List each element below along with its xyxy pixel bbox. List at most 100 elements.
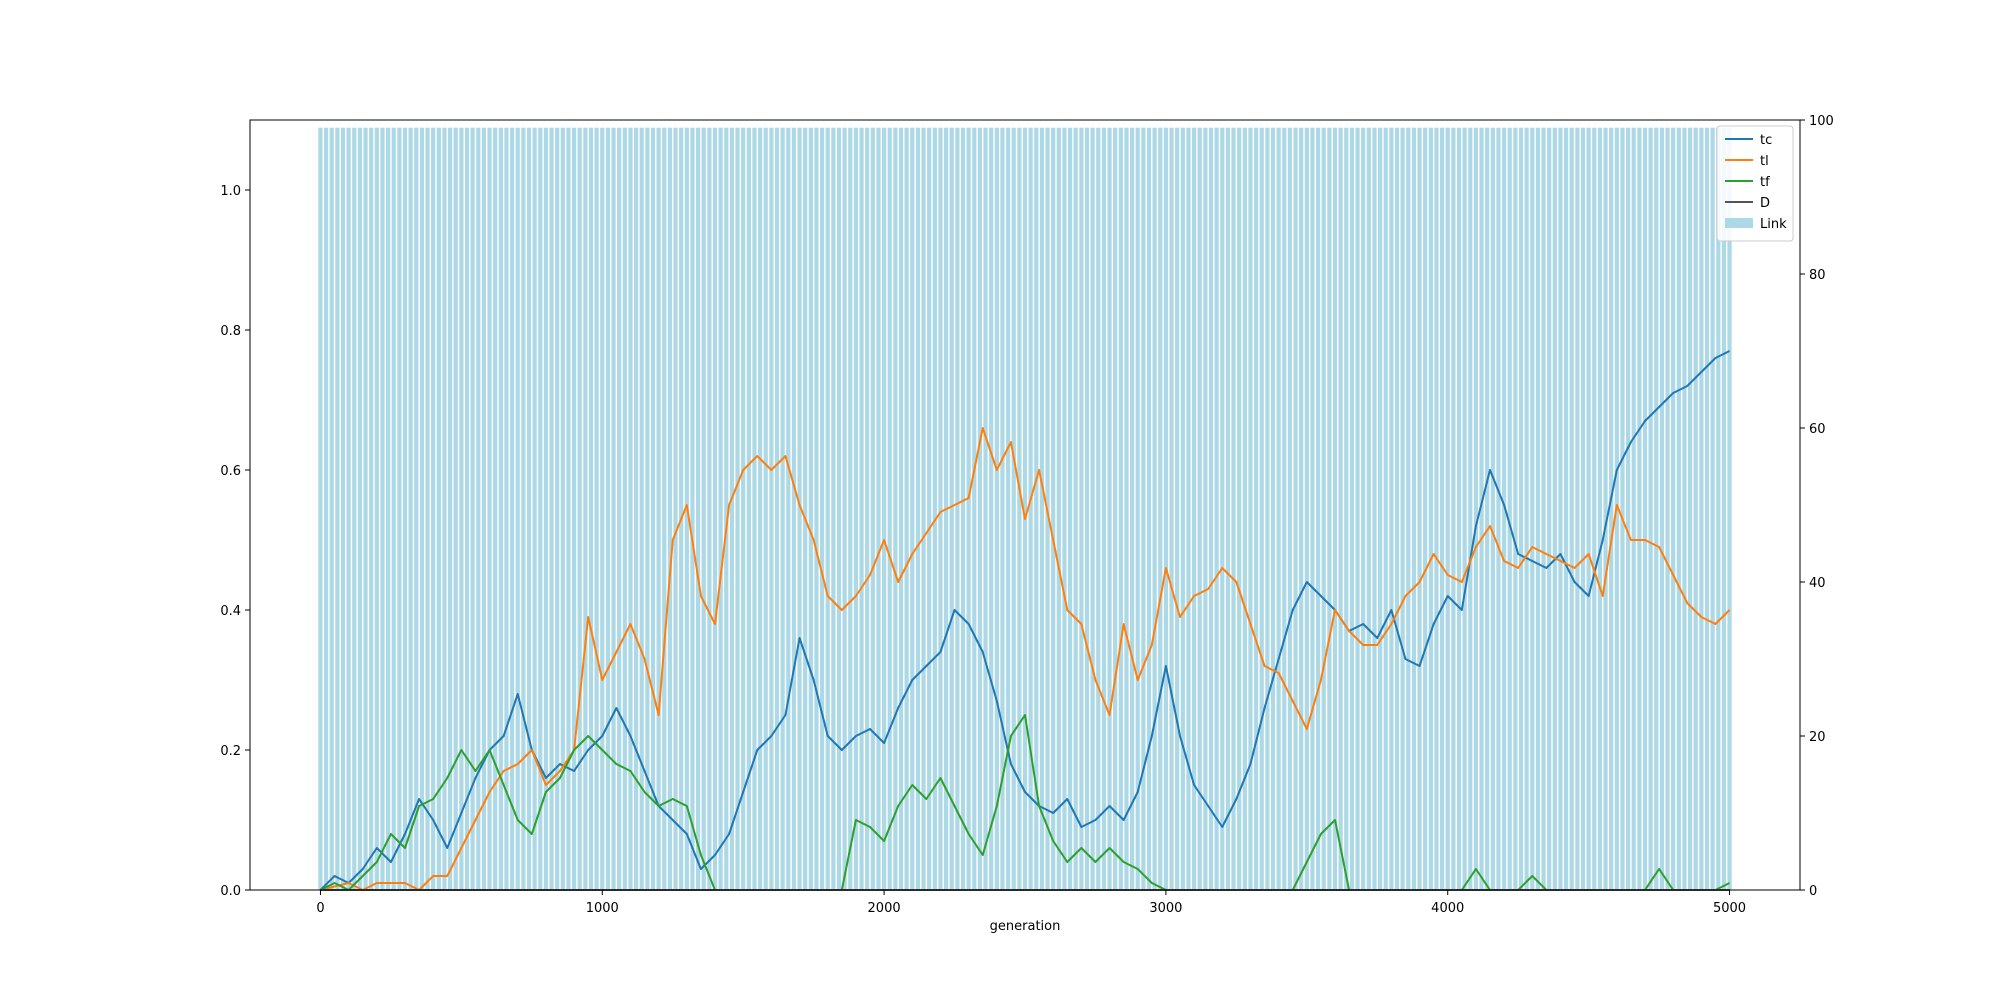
link-bar xyxy=(1118,127,1123,890)
link-bar xyxy=(509,127,515,890)
link-bar xyxy=(1377,127,1383,890)
link-bar xyxy=(712,127,718,890)
link-bar xyxy=(1592,127,1597,890)
link-bar xyxy=(1445,127,1450,890)
link-bar xyxy=(814,127,819,890)
link-bar xyxy=(1468,127,1473,890)
link-bar xyxy=(989,127,994,890)
link-bar xyxy=(577,127,582,890)
link-bar xyxy=(1073,127,1078,890)
y-axis-right: 0 20 40 60 80 100 xyxy=(1800,114,1834,899)
link-bar xyxy=(323,127,329,890)
link-bar xyxy=(340,127,346,890)
legend-label-D: D xyxy=(1760,196,1770,211)
link-bar xyxy=(881,127,887,890)
link-bar xyxy=(774,127,780,890)
link-bar xyxy=(498,127,503,890)
link-bars xyxy=(318,127,1732,890)
link-bar xyxy=(1321,127,1326,890)
link-bar xyxy=(876,127,881,890)
link-bar xyxy=(1552,127,1557,890)
link-bar xyxy=(1141,127,1146,890)
link-bar xyxy=(1603,127,1608,890)
link-bar xyxy=(662,127,667,890)
link-bar xyxy=(786,127,791,890)
link-bar xyxy=(966,127,971,890)
link-bar xyxy=(1327,127,1332,890)
link-bar xyxy=(921,127,926,890)
link-bar xyxy=(493,127,498,890)
plot-frame xyxy=(249,119,1801,891)
link-bar xyxy=(831,127,836,890)
link-bar xyxy=(1659,127,1665,890)
link-bar xyxy=(1648,127,1653,890)
link-bar xyxy=(757,127,763,890)
link-bar xyxy=(955,127,960,890)
link-bar xyxy=(1361,127,1366,890)
link-bar xyxy=(1051,127,1056,890)
series-line-tf xyxy=(320,714,1730,891)
link-bar xyxy=(1214,127,1219,890)
y-right-tick-label: 100 xyxy=(1809,114,1834,129)
link-bar xyxy=(1501,127,1507,890)
y-right-tick-label: 20 xyxy=(1809,730,1826,745)
link-bar xyxy=(425,127,430,890)
link-bar xyxy=(853,127,859,890)
link-bar xyxy=(808,127,813,890)
link-bar xyxy=(1129,127,1135,890)
link-bar xyxy=(893,127,898,890)
link-bar xyxy=(1107,127,1112,890)
link-bar xyxy=(1163,127,1169,890)
link-bar xyxy=(1090,127,1095,890)
link-bar xyxy=(600,127,605,890)
link-bar xyxy=(436,127,441,890)
y-left-tick-label: 0.4 xyxy=(220,604,241,619)
link-bar xyxy=(1191,127,1197,890)
link-bar xyxy=(487,127,492,890)
link-bar xyxy=(1096,127,1101,890)
link-bar xyxy=(1366,127,1371,890)
link-bar xyxy=(555,127,560,890)
link-bar xyxy=(374,127,379,890)
link-bar xyxy=(870,127,875,890)
link-bar xyxy=(1344,127,1349,890)
link-bar xyxy=(707,127,712,890)
link-bar xyxy=(718,127,723,890)
link-bar xyxy=(532,127,537,890)
link-bar xyxy=(1535,127,1541,890)
link-bar xyxy=(752,127,757,890)
link-bar xyxy=(1242,127,1247,890)
link-bar xyxy=(1135,127,1140,890)
link-bar xyxy=(673,127,678,890)
link-bar xyxy=(1158,127,1163,890)
link-bar xyxy=(1231,127,1236,890)
link-bar xyxy=(1304,127,1309,890)
link-bar xyxy=(932,127,937,890)
link-bar xyxy=(414,127,419,890)
link-bar xyxy=(1727,127,1732,890)
y-right-tick-label: 60 xyxy=(1809,422,1826,437)
link-bar xyxy=(385,127,391,890)
link-bar xyxy=(791,127,797,890)
legend-box xyxy=(1716,125,1794,242)
link-bar xyxy=(960,127,966,890)
link-bar xyxy=(679,127,684,890)
link-bar xyxy=(1169,127,1174,890)
link-bar xyxy=(780,127,785,890)
link-bar xyxy=(1282,127,1287,890)
link-bar xyxy=(1490,127,1495,890)
link-bar xyxy=(369,127,374,890)
link-bar xyxy=(397,127,402,890)
link-bar xyxy=(481,127,487,890)
link-bar xyxy=(1383,127,1388,890)
link-bar xyxy=(1507,127,1512,890)
x-tick-label: 0 xyxy=(316,901,324,916)
link-bar xyxy=(1620,127,1625,890)
link-bar xyxy=(1349,127,1355,890)
link-bar xyxy=(408,127,413,890)
link-bar xyxy=(1186,127,1191,890)
link-bar xyxy=(1332,127,1338,890)
link-bar xyxy=(656,127,661,890)
y-axis-left: 0.0 0.2 0.4 0.6 0.8 1.0 xyxy=(220,184,250,899)
link-bar xyxy=(1687,127,1693,890)
